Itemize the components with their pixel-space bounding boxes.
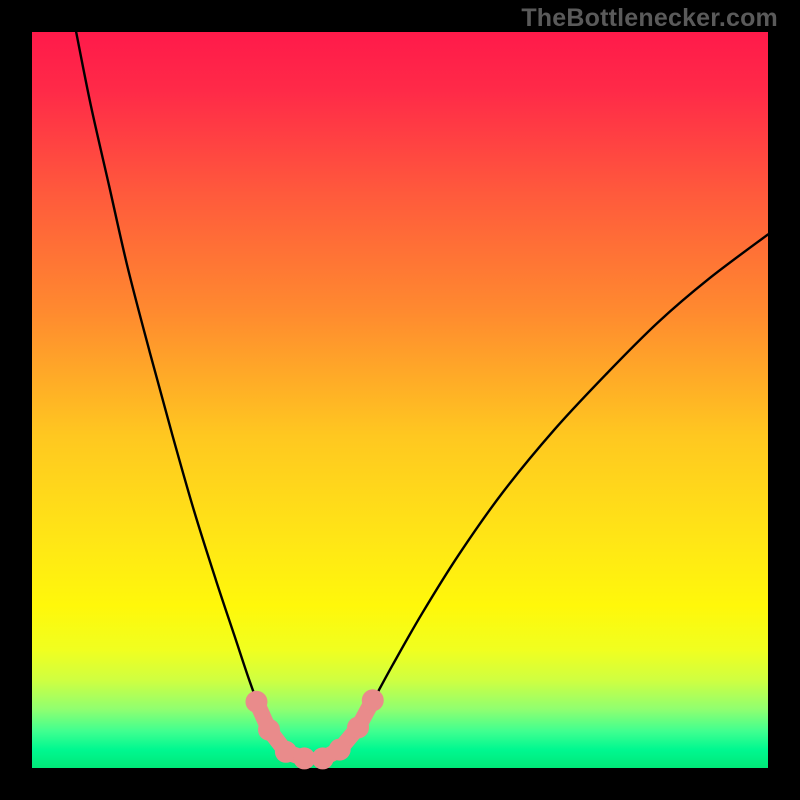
marker-dot — [347, 717, 369, 739]
marker-layer — [245, 689, 383, 769]
marker-dot — [258, 719, 280, 741]
chart-stage: TheBottlenecker.com — [0, 0, 800, 800]
curve-left-branch — [76, 32, 312, 761]
marker-dot — [245, 691, 267, 713]
chart-svg-layer — [0, 0, 800, 800]
marker-dot — [362, 689, 384, 711]
marker-dot — [329, 739, 351, 761]
watermark-text: TheBottlenecker.com — [521, 4, 778, 33]
curve-right-branch — [312, 234, 768, 760]
curve-layer — [76, 32, 768, 761]
